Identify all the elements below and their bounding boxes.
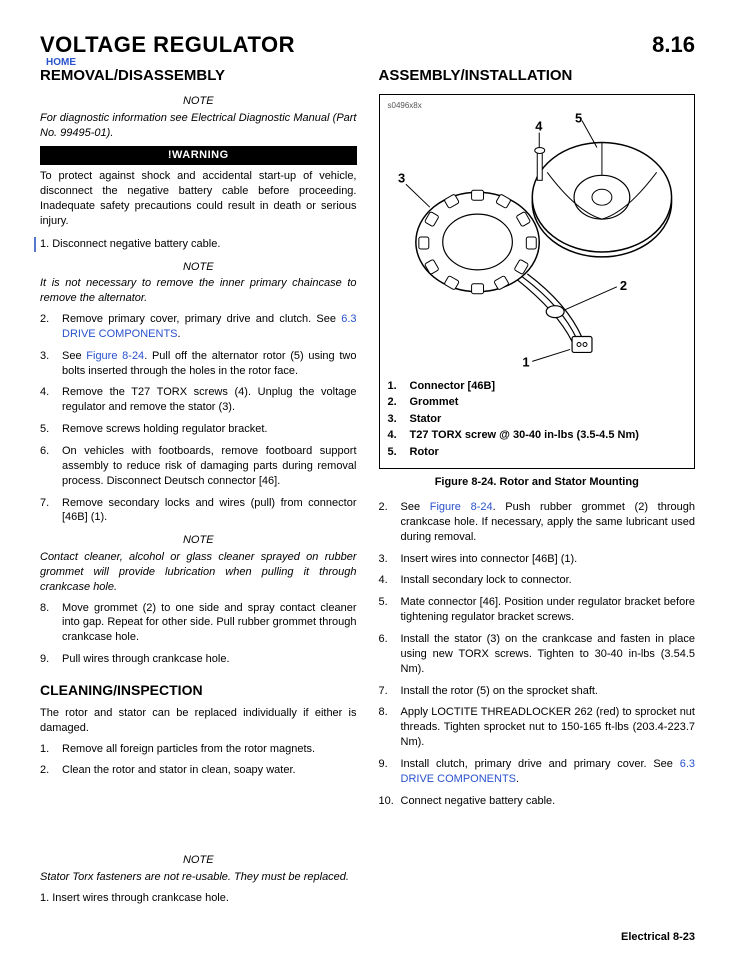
callout-2: 2 (619, 277, 626, 292)
figure-box: s0496x8x 5 (379, 94, 696, 469)
list-item: 3.Insert wires into connector [46B] (1). (379, 552, 696, 567)
callout-1: 1 (522, 354, 529, 369)
link-figure[interactable]: Figure 8-24 (430, 501, 493, 513)
callout-5: 5 (575, 112, 582, 126)
warning-text: To protect against shock and accidental … (40, 169, 357, 228)
list-item: 4.Install secondary lock to connector. (379, 573, 696, 588)
callout-4: 4 (535, 118, 543, 133)
list-item: 5.Remove screws holding regulator bracke… (40, 422, 357, 437)
list-item: 4.Remove the T27 TORX screws (4). Unplug… (40, 385, 357, 415)
list-item: 6.Install the stator (3) on the crankcas… (379, 632, 696, 677)
list-item: 8.Move grommet (2) to one side and spray… (40, 601, 357, 646)
figure-caption: Figure 8-24. Rotor and Stator Mounting (379, 475, 696, 490)
bottom-step: 1. Insert wires through crankcase hole. (40, 891, 357, 906)
list-item: 3.See Figure 8-24. Pull off the alternat… (40, 349, 357, 379)
figure-legend: 1.Connector [46B] 2.Grommet 3.Stator 4.T… (388, 378, 687, 461)
left-column: REMOVAL/DISASSEMBLY NOTE For diagnostic … (40, 62, 357, 912)
page-header: VOLTAGE REGULATOR 8.16 (40, 30, 695, 60)
note-label: NOTE (40, 853, 357, 868)
page-footer: Electrical 8-23 (40, 930, 695, 945)
step-1: 1. Disconnect negative battery cable. (34, 237, 357, 252)
note-text: Stator Torx fasteners are not re-usable.… (40, 870, 357, 885)
cleaning-steps: 1.Remove all foreign particles from the … (40, 742, 357, 779)
figure-code: s0496x8x (388, 101, 687, 112)
list-item: 5.Mate connector [46]. Position under re… (379, 595, 696, 625)
assembly-heading: ASSEMBLY/INSTALLATION (379, 66, 696, 86)
note-text: It is not necessary to remove the inner … (40, 276, 357, 306)
removal-steps-b: 8.Move grommet (2) to one side and spray… (40, 601, 357, 667)
figure-illustration: 5 4 (388, 112, 687, 372)
callout-3: 3 (397, 170, 404, 185)
removal-steps-a: 2.Remove primary cover, primary drive an… (40, 312, 357, 525)
note-text: Contact cleaner, alcohol or glass cleane… (40, 550, 357, 595)
removal-heading: REMOVAL/DISASSEMBLY (40, 66, 357, 86)
list-item: 2.Remove primary cover, primary drive an… (40, 312, 357, 342)
right-column: ASSEMBLY/INSTALLATION s0496x8x 5 (379, 62, 696, 912)
list-item: 7.Install the rotor (5) on the sprocket … (379, 684, 696, 699)
list-item: 8.Apply LOCTITE THREADLOCKER 262 (red) t… (379, 705, 696, 750)
note-text: For diagnostic information see Electrica… (40, 111, 357, 141)
list-item: 7.Remove secondary locks and wires (pull… (40, 496, 357, 526)
list-item: 2.See Figure 8-24. Push rubber grommet (… (379, 500, 696, 545)
page-title: VOLTAGE REGULATOR (40, 32, 295, 57)
note-label: NOTE (40, 260, 357, 275)
cleaning-heading: CLEANING/INSPECTION (40, 681, 357, 700)
note-label: NOTE (40, 94, 357, 109)
assembly-steps: 2.See Figure 8-24. Push rubber grommet (… (379, 500, 696, 808)
section-number: 8.16 (652, 30, 695, 60)
list-item: 6.On vehicles with footboards, remove fo… (40, 444, 357, 489)
list-item: 1.Remove all foreign particles from the … (40, 742, 357, 757)
list-item: 9.Pull wires through crankcase hole. (40, 652, 357, 667)
home-link[interactable]: HOME (46, 56, 76, 70)
note-label: NOTE (40, 533, 357, 548)
list-item: 9.Install clutch, primary drive and prim… (379, 757, 696, 787)
list-item: 2.Clean the rotor and stator in clean, s… (40, 763, 357, 778)
link-figure[interactable]: Figure 8-24 (86, 350, 144, 362)
cleaning-intro: The rotor and stator can be replaced ind… (40, 706, 357, 736)
list-item: 10.Connect negative battery cable. (379, 794, 696, 809)
warning-bar: !WARNING (40, 146, 357, 165)
